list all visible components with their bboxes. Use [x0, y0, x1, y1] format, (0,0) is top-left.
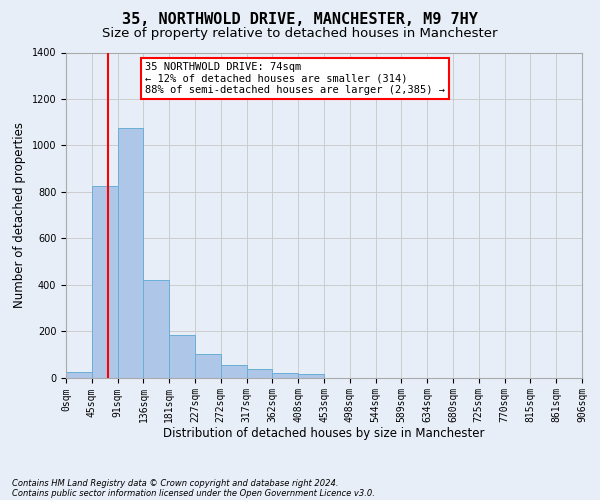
Bar — [143, 280, 169, 378]
Y-axis label: Number of detached properties: Number of detached properties — [13, 122, 26, 308]
Text: 35 NORTHWOLD DRIVE: 74sqm
← 12% of detached houses are smaller (314)
88% of semi: 35 NORTHWOLD DRIVE: 74sqm ← 12% of detac… — [145, 62, 445, 95]
Text: Size of property relative to detached houses in Manchester: Size of property relative to detached ho… — [102, 28, 498, 40]
X-axis label: Distribution of detached houses by size in Manchester: Distribution of detached houses by size … — [163, 426, 485, 440]
Text: 35, NORTHWOLD DRIVE, MANCHESTER, M9 7HY: 35, NORTHWOLD DRIVE, MANCHESTER, M9 7HY — [122, 12, 478, 28]
Bar — [195, 354, 221, 378]
Bar — [247, 370, 272, 378]
Bar — [66, 372, 92, 378]
Bar — [272, 373, 298, 378]
Text: Contains HM Land Registry data © Crown copyright and database right 2024.: Contains HM Land Registry data © Crown c… — [12, 478, 338, 488]
Bar — [169, 334, 195, 378]
Bar — [92, 186, 118, 378]
Bar — [118, 128, 143, 378]
Bar — [298, 374, 324, 378]
Bar — [221, 364, 247, 378]
Text: Contains public sector information licensed under the Open Government Licence v3: Contains public sector information licen… — [12, 488, 375, 498]
